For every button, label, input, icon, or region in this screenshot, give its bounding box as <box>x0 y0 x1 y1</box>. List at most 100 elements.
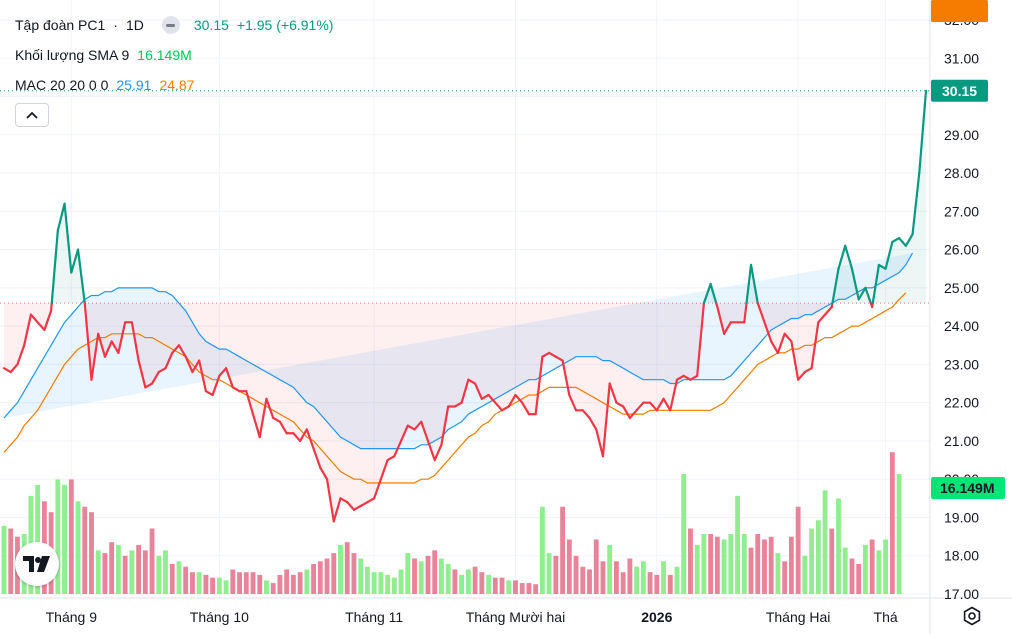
volume-bar <box>156 555 162 594</box>
price-line-segment <box>831 267 840 305</box>
volume-bar <box>647 572 653 594</box>
price-line-segment <box>837 244 847 270</box>
volume-bar <box>176 561 182 594</box>
interval-label[interactable]: 1D <box>125 17 144 33</box>
collapse-legend-button[interactable] <box>15 103 49 127</box>
volume-bar <box>815 520 821 594</box>
mac-lower-badge: 24.87 <box>942 0 977 3</box>
price-line-segment <box>2 367 12 374</box>
eye-off-icon[interactable] <box>161 16 180 34</box>
volume-bar <box>546 553 552 594</box>
price-line-segment <box>817 313 827 324</box>
price-line-segment <box>770 340 780 355</box>
volume-bar <box>809 528 815 594</box>
price-line-segment <box>312 447 322 469</box>
volume-bar <box>748 547 754 594</box>
volume-bars <box>1 452 902 594</box>
price-line-segment <box>918 89 928 175</box>
volume-bar <box>728 534 734 594</box>
volume-bar <box>163 550 168 594</box>
volume-bar <box>553 555 559 594</box>
settings-button[interactable] <box>960 604 984 628</box>
mac-indicator-label[interactable]: MAC 20 20 0 0 <box>15 77 109 93</box>
price-line-segment <box>272 416 282 423</box>
price-line-segment <box>224 367 234 389</box>
volume-bar <box>230 569 236 594</box>
price-line-segment <box>850 267 860 301</box>
volume-bar <box>304 569 310 594</box>
volume-bar <box>109 542 115 594</box>
price-tick-label: 19.00 <box>944 509 979 525</box>
price-line-segment <box>43 309 53 332</box>
volume-bar <box>762 539 767 594</box>
volume-bar <box>250 572 256 594</box>
last-price: 30.15 <box>193 17 229 33</box>
price-line-segment <box>97 332 107 358</box>
volume-bar <box>607 544 613 594</box>
volume-bar <box>788 536 794 594</box>
price-line-segment <box>790 340 800 381</box>
price-line-segment <box>346 501 356 511</box>
chart-lines <box>2 89 928 523</box>
price-line-segment <box>904 233 914 247</box>
time-tick-label: Tháng 9 <box>46 609 98 625</box>
legend-volume-row: Khối lượng SMA 9 16.149M <box>15 47 192 63</box>
price-tick-label: 25.00 <box>944 280 979 296</box>
price-line-segment <box>797 370 806 381</box>
volume-bar <box>95 550 101 594</box>
volume-bar <box>735 495 740 594</box>
volume-bar <box>459 574 465 594</box>
price-tick-label: 17.00 <box>944 586 979 602</box>
volume-bar <box>856 564 862 594</box>
price-badge: 30.15 <box>942 83 977 99</box>
price-line-segment <box>265 397 275 420</box>
price-line-segment <box>373 478 382 500</box>
volume-bar <box>822 490 828 594</box>
price-line-segment <box>588 416 598 431</box>
volume-indicator-label[interactable]: Khối lượng SMA 9 <box>15 47 130 63</box>
volume-bar <box>115 544 121 594</box>
price-line-segment <box>756 302 766 324</box>
volume-bar <box>506 580 512 594</box>
volume-bar <box>560 506 566 594</box>
price-tick-label: 26.00 <box>944 242 979 258</box>
volume-bar <box>614 561 619 594</box>
volume-bar <box>674 566 680 594</box>
volume-bar <box>849 558 855 594</box>
volume-bar <box>364 566 370 594</box>
price-line-segment <box>90 332 100 381</box>
legend-separator: · <box>113 17 118 33</box>
price-line-segment <box>305 428 315 450</box>
volume-bar <box>869 539 875 594</box>
time-tick-label: Tháng 11 <box>345 609 403 625</box>
price-line-segment <box>184 355 194 374</box>
volume-bar <box>445 564 451 594</box>
price-change: +1.95 (+6.91%) <box>236 17 334 33</box>
price-line-segment <box>50 302 53 312</box>
price-line-segment <box>251 413 261 439</box>
volume-badge: 16.149M <box>940 480 994 496</box>
volume-bar <box>243 572 249 594</box>
price-tick-label: 31.00 <box>944 50 979 66</box>
symbol-name[interactable]: Tập đoàn PC1 <box>15 17 106 33</box>
volume-bar <box>714 536 720 594</box>
price-line-segment <box>776 332 786 355</box>
price-line-segment <box>332 497 342 523</box>
volume-bar <box>795 506 801 594</box>
price-line-segment <box>198 359 207 393</box>
price-line-segment <box>548 351 557 358</box>
price-line-segment <box>9 363 19 374</box>
time-axis[interactable]: Tháng 9 Tháng 10 Tháng 11 Tháng Mười hai 202… <box>46 609 898 625</box>
volume-bar <box>311 564 316 594</box>
tradingview-logo-icon <box>23 556 50 572</box>
tradingview-logo[interactable] <box>15 542 59 586</box>
volume-bar <box>721 539 727 594</box>
volume-bar <box>149 528 155 594</box>
volume-bar <box>755 534 761 594</box>
mac-band-fill <box>4 253 913 449</box>
volume-bar <box>129 550 135 594</box>
price-line-segment <box>521 401 531 416</box>
price-line-segment <box>595 428 605 458</box>
price-line-segment <box>662 397 672 412</box>
